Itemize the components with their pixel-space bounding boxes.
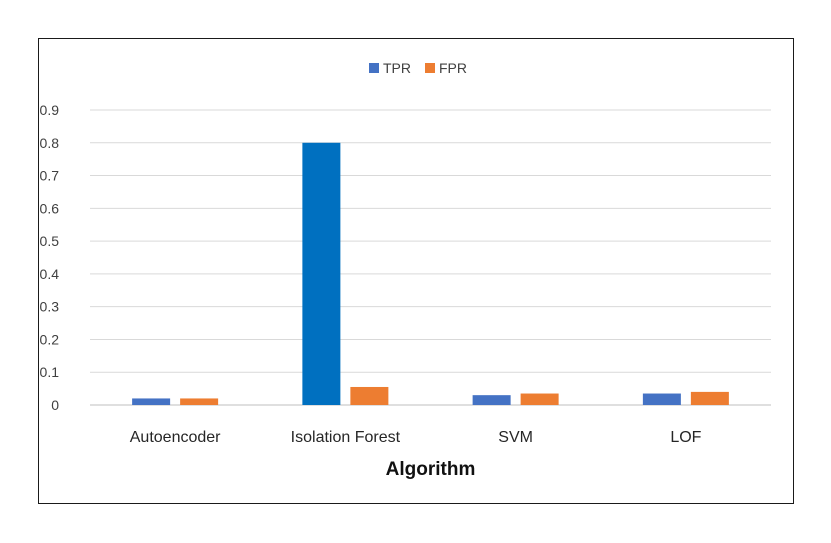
bar-chart: 0 0.1 0.2 0.3 0.4 0.5 0.6 0.7 0.8 0.9 Autoencoder… (40, 60, 771, 480)
y-tick-label: 0.8 (40, 135, 60, 151)
y-axis-ticks: 0 0.1 0.2 0.3 0.4 0.5 0.6 0.7 0.8 0.9 (40, 102, 60, 413)
bar-tpr-autoencoder (132, 398, 171, 405)
bar-tpr-svm (472, 395, 511, 405)
bar-fpr-autoencoder (180, 398, 219, 405)
y-tick-label: 0 (51, 397, 59, 413)
x-axis-categories: Autoencoder Isolation Forest SVM LOF (130, 429, 702, 446)
y-tick-label: 0.5 (40, 233, 60, 249)
legend-swatch-fpr (425, 63, 435, 73)
x-category-label: Autoencoder (130, 429, 221, 446)
legend-label-fpr: FPR (439, 60, 467, 76)
x-category-label: SVM (498, 429, 533, 446)
bar-tpr-isolation-forest (302, 142, 341, 405)
legend: TPR FPR (369, 60, 467, 76)
bar-fpr-isolation-forest (350, 386, 389, 405)
chart-frame: 0 0.1 0.2 0.3 0.4 0.5 0.6 0.7 0.8 0.9 Autoencoder… (38, 38, 794, 504)
y-tick-label: 0.7 (40, 168, 60, 184)
bar-fpr-svm (520, 393, 559, 405)
bar-fpr-lof (690, 391, 729, 405)
gridlines (90, 109, 771, 406)
y-tick-label: 0.6 (40, 200, 60, 216)
legend-swatch-tpr (369, 63, 379, 73)
y-tick-label: 0.3 (40, 299, 60, 315)
x-axis-title: Algorithm (386, 459, 476, 480)
legend-label-tpr: TPR (383, 60, 411, 76)
x-category-label: LOF (670, 429, 701, 446)
x-category-label: Isolation Forest (291, 429, 401, 446)
bar-tpr-lof (642, 393, 681, 405)
y-tick-label: 0.2 (40, 331, 60, 347)
bars (132, 142, 729, 405)
y-tick-label: 0.9 (40, 102, 60, 118)
y-tick-label: 0.4 (40, 266, 60, 282)
y-tick-label: 0.1 (40, 364, 60, 380)
